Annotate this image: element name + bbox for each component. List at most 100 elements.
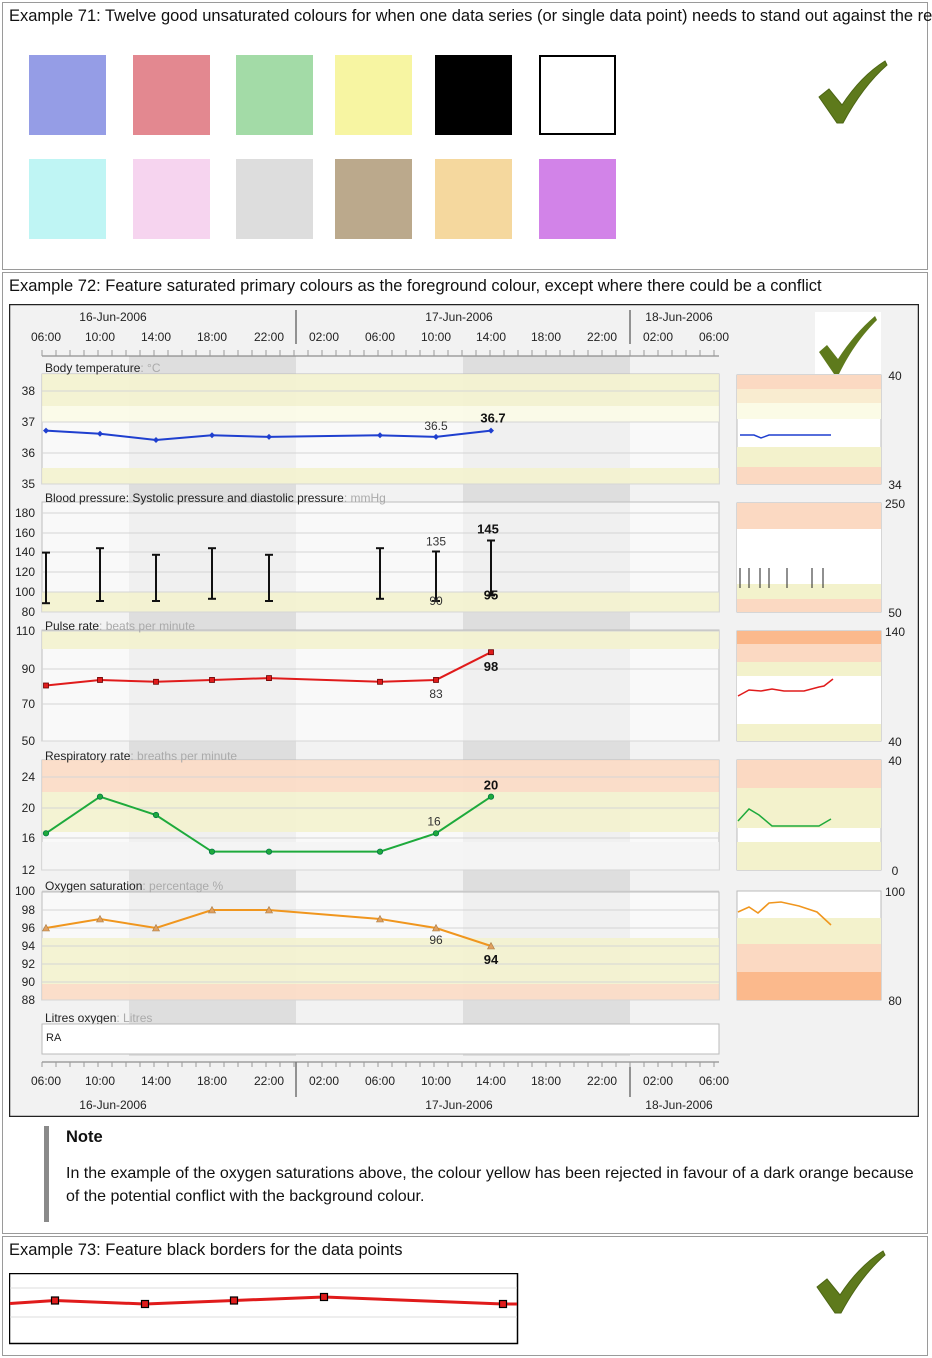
bp-value-label: 145 [477,522,499,537]
color-swatch [236,159,313,239]
time-label: 06:00 [699,1074,729,1088]
example-73-chart [9,1273,519,1345]
time-label: 06:00 [31,330,61,344]
time-label: 02:00 [643,330,673,344]
mini-axis-min: 40 [888,735,902,749]
panel-label-text: Litres oxygen [45,1011,116,1025]
color-swatch [435,159,512,239]
y-tick-label: 110 [16,624,35,638]
temp-data-point [43,427,49,434]
date-label: 17-Jun-2006 [425,310,493,324]
example-73-title: Example 73: Feature black borders for th… [9,1241,403,1259]
bp-value-label: 135 [426,535,446,549]
time-label: 02:00 [643,1074,673,1088]
mini-band [737,631,881,644]
example-73-data-point [229,1296,239,1305]
pulse-data-point [266,675,272,682]
mini-band [737,375,881,389]
panel-unit-text: : percentage % [142,879,223,893]
mini-band [737,529,881,584]
temp-data-point [266,433,272,440]
mini-band [737,788,881,828]
color-swatch [29,55,106,135]
mini-band [737,644,881,662]
time-label: 02:00 [309,330,339,344]
reference-band [42,938,719,984]
panel-unit-text: : breaths per minute [130,749,237,763]
y-tick-label: 37 [22,415,36,429]
mini-band [737,599,881,612]
oxy-data-point [264,905,274,914]
temp-value-label: 36.5 [424,419,448,433]
y-tick-label: 20 [22,801,36,815]
mini-axis-max: 40 [888,369,902,383]
mini-band [737,944,881,972]
y-tick-label: 35 [22,477,36,491]
panel-label: Oxygen saturation: percentage % [45,879,223,893]
time-label: 06:00 [31,1074,61,1088]
pulse-data-point [488,649,494,656]
mini-axis-min: 50 [888,606,902,620]
reference-band [42,984,719,1000]
mini-band [737,918,881,944]
oxy-series-line [45,909,492,947]
temp-data-point [377,432,383,439]
resp-value-label: 16 [427,814,441,828]
color-swatch [29,159,106,239]
y-tick-label: 50 [22,734,36,748]
panel-unit-text: : °C [140,361,160,375]
panel-label: Pulse rate: beats per minute [45,619,195,633]
panel-label-text: Respiratory rate [45,749,131,763]
resp-data-point [42,830,50,837]
panel-label-text: Body temperature [45,361,141,375]
checkmark-icon [818,60,888,124]
mini-band [737,503,881,529]
time-label: 02:00 [309,1074,339,1088]
color-swatch [133,159,210,239]
color-swatch [539,159,616,239]
reference-band [42,760,719,792]
y-tick-label: 80 [22,605,36,619]
oxy-data-point [486,941,496,950]
date-label: 16-Jun-2006 [79,1098,147,1112]
mini-band [737,696,881,724]
resp-data-point [487,793,495,800]
resp-series-line [45,795,492,853]
time-label: 06:00 [699,330,729,344]
temp-data-point [488,427,494,434]
y-tick-label: 120 [15,565,35,579]
color-swatch [236,55,313,135]
oxy-value-label: 96 [429,933,443,947]
time-label: 10:00 [421,330,451,344]
mini-axis-max: 140 [885,625,905,639]
y-tick-label: 70 [22,697,36,711]
y-tick-label: 92 [22,957,36,971]
y-tick-label: 36 [22,446,36,460]
pulse-data-point [377,678,383,685]
time-label: 22:00 [587,330,617,344]
checkmark-icon [816,1250,886,1314]
example-71-title: Example 71: Twelve good unsaturated colo… [9,7,932,25]
y-tick-label: 16 [22,831,36,845]
resp-data-point [432,830,440,837]
mini-band [737,389,881,403]
panel-unit-text: : Litres [116,1011,152,1025]
mini-band [737,760,881,788]
time-label: 10:00 [85,1074,115,1088]
y-tick-label: 90 [22,975,36,989]
time-label: 14:00 [476,330,506,344]
temp-data-point [97,430,103,437]
color-swatch [335,55,412,135]
bp-value-label: 90 [429,594,443,608]
note-bar [44,1126,49,1222]
temp-mini-line [740,434,831,439]
y-tick-label: 100 [15,884,35,898]
pulse-data-point [153,678,159,685]
example-72-title: Example 72: Feature saturated primary co… [9,277,822,295]
note-body: In the example of the oxygen saturations… [66,1165,914,1205]
color-swatch [133,55,210,135]
panel-unit-text: : mmHg [344,491,386,505]
panel-label-text: Blood pressure: Systolic pressure and di… [45,491,344,505]
color-swatch [335,159,412,239]
temp-data-point [433,433,439,440]
